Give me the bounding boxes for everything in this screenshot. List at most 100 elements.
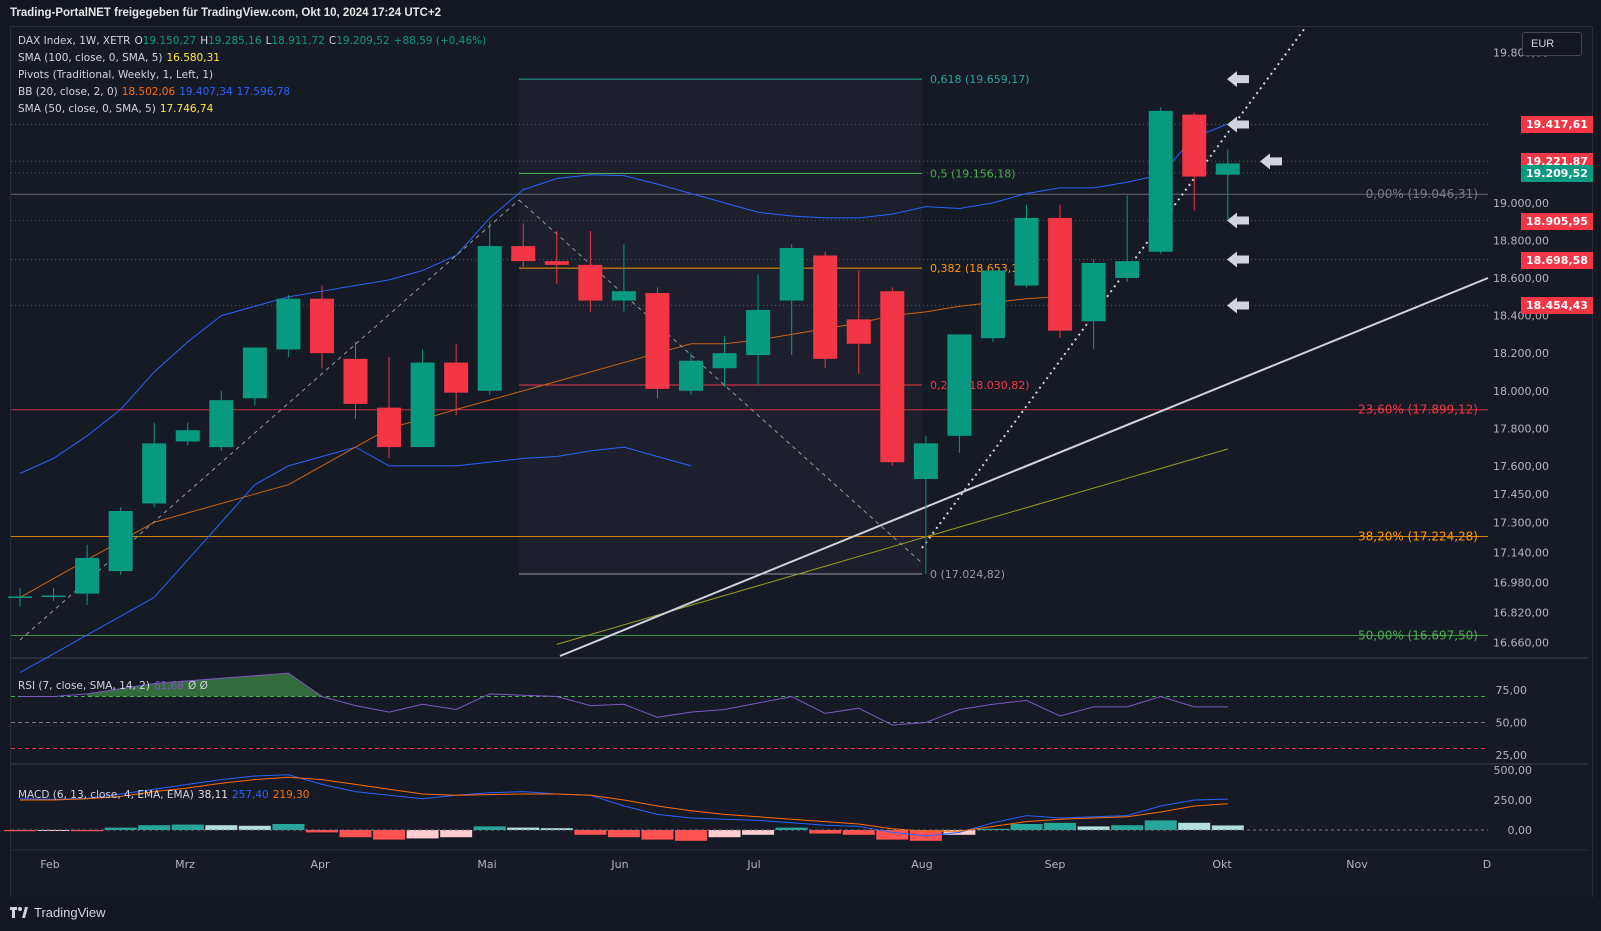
candle-body bbox=[142, 443, 167, 504]
candle-body bbox=[913, 443, 938, 480]
arrow-left-icon bbox=[1227, 251, 1249, 268]
macd-histogram-bar bbox=[339, 830, 372, 838]
time-axis-tick: D bbox=[1483, 858, 1491, 871]
legend-c-label: C bbox=[328, 35, 337, 47]
fib-long-label: 23,60% (17.899,12) bbox=[1358, 403, 1478, 417]
candle-body bbox=[41, 595, 66, 598]
price-tag: 18.905,95 bbox=[1521, 212, 1593, 230]
candle-body bbox=[511, 246, 536, 262]
price-tag: 18.698,58 bbox=[1521, 251, 1593, 269]
time-axis-tick: Feb bbox=[40, 858, 59, 871]
fib-long-label: 38,20% (17.224,28) bbox=[1358, 529, 1478, 543]
macd-histogram-bar bbox=[1178, 822, 1211, 830]
candle-body bbox=[779, 247, 804, 301]
time-axis-tick: Jun bbox=[610, 858, 628, 871]
time-axis-tick: Sep bbox=[1045, 858, 1066, 871]
zigzag-line-1 bbox=[19, 199, 520, 641]
legend-sma100-name: SMA (100, close, 0, SMA, 5) bbox=[18, 52, 163, 64]
legend-sma100[interactable]: SMA (100, close, 0, SMA, 5) 16.580,31 bbox=[18, 52, 224, 64]
bb-upper-band bbox=[19, 123, 1228, 474]
time-axis-tick: Mai bbox=[477, 858, 496, 871]
candle-body bbox=[477, 246, 502, 391]
macd-histogram-bar bbox=[171, 824, 204, 830]
price-axis-tick: 17.800,00 bbox=[1493, 422, 1549, 435]
macd-histogram-bar bbox=[540, 828, 573, 830]
legend-bb[interactable]: BB (20, close, 2, 0) 18.502,06 19.407,34 17… bbox=[18, 86, 294, 98]
candle-body bbox=[544, 261, 569, 265]
macd-histogram-bar bbox=[842, 830, 875, 835]
fib-level-label: 0,618 (19.659,17) bbox=[930, 73, 1030, 86]
footer-bar: TradingView bbox=[0, 897, 1601, 931]
legend-sma50-name: SMA (50, close, 0, SMA, 5) bbox=[18, 103, 156, 115]
legend-change: +88,59 (+0,46%) bbox=[393, 35, 487, 47]
legend-bb-name: BB (20, close, 2, 0) bbox=[18, 86, 118, 98]
rsi-axis-tick: 50,00 bbox=[1496, 717, 1528, 730]
legend-sma50-value: 17.746,74 bbox=[159, 103, 214, 115]
macd-histogram-bar bbox=[205, 825, 238, 830]
arrow-left-icon bbox=[1227, 71, 1249, 88]
macd-histogram-bar bbox=[574, 830, 607, 835]
macd-histogram-bar bbox=[641, 830, 674, 840]
legend-macd[interactable]: MACD (6, 13, close, 4, EMA, EMA) 38,11 257… bbox=[18, 789, 313, 801]
legend-rsi[interactable]: RSI (7, close, SMA, 14, 2) 61,68 Ø Ø bbox=[18, 680, 212, 692]
zigzag-line-2 bbox=[518, 199, 923, 564]
legend-sma50[interactable]: SMA (50, close, 0, SMA, 5) 17.746,74 bbox=[18, 103, 217, 115]
macd-axis-tick: 0,00 bbox=[1508, 824, 1533, 837]
candle-body bbox=[679, 360, 703, 391]
legend-main[interactable]: DAX Index, 1W, XETR O19.150,27 H19.285,16 L… bbox=[18, 35, 490, 47]
tradingview-logo-icon bbox=[10, 906, 28, 918]
chart-area[interactable] bbox=[10, 26, 1593, 898]
legend-bb-lower: 17.596,78 bbox=[236, 86, 291, 98]
tradingview-brand[interactable]: TradingView bbox=[10, 905, 106, 920]
candle-body bbox=[611, 291, 636, 301]
candle-body bbox=[813, 255, 838, 359]
candle-body bbox=[1215, 163, 1240, 175]
macd-histogram-bar bbox=[1111, 825, 1144, 830]
legend-pivots[interactable]: Pivots (Traditional, Weekly, 1, Left, 1) bbox=[18, 69, 217, 81]
candle-body bbox=[846, 319, 871, 344]
legend-bb-basis: 18.502,06 bbox=[121, 86, 176, 98]
price-axis-tick: 18.800,00 bbox=[1493, 234, 1549, 247]
candle-body bbox=[746, 309, 771, 356]
candle-body bbox=[343, 358, 368, 404]
candle-body bbox=[947, 334, 972, 436]
candle-body bbox=[578, 264, 603, 301]
price-axis-tick: 19.000,00 bbox=[1493, 197, 1549, 210]
legend-macd-line: 257,40 bbox=[231, 789, 269, 801]
rsi-axis-tick: 75,00 bbox=[1496, 684, 1528, 697]
fib-level-label: 0,382 (18.653,1 bbox=[930, 262, 1018, 275]
legend-rsi-value: 61,68 bbox=[153, 680, 185, 692]
legend-high: 19.285,16 bbox=[208, 35, 262, 47]
macd-histogram-bar bbox=[406, 830, 439, 839]
rsi-line bbox=[20, 672, 1228, 726]
legend-macd-hist: 38,11 bbox=[197, 789, 228, 801]
fib-level-label: 0 (17.024,82) bbox=[930, 568, 1005, 581]
macd-histogram-bar bbox=[1077, 826, 1110, 830]
rsi-overbought-fill bbox=[87, 673, 322, 697]
macd-histogram-bar bbox=[1211, 825, 1244, 830]
macd-histogram-bar bbox=[976, 828, 1009, 830]
candle-body bbox=[276, 298, 301, 350]
candle-body bbox=[1014, 217, 1039, 286]
fib-level-label: 0,5 (19.156,18) bbox=[930, 168, 1016, 181]
time-axis-tick: Nov bbox=[1346, 858, 1368, 871]
macd-histogram-bar bbox=[305, 830, 338, 833]
legend-close: 19.209,52 bbox=[336, 35, 390, 47]
macd-axis-tick: 500,00 bbox=[1494, 764, 1533, 777]
price-axis-tick: 17.140,00 bbox=[1493, 546, 1549, 559]
legend-rsi-extra: Ø Ø bbox=[188, 680, 208, 692]
legend-l-label: L bbox=[265, 35, 272, 47]
candle-body bbox=[1048, 217, 1073, 331]
candle-body bbox=[209, 400, 234, 448]
macd-histogram-bar bbox=[507, 827, 540, 830]
macd-line bbox=[19, 774, 1228, 837]
time-axis-tick: Okt bbox=[1212, 858, 1232, 871]
price-axis-tick: 18.600,00 bbox=[1493, 272, 1549, 285]
macd-histogram-bar bbox=[473, 826, 506, 830]
macd-histogram-bar bbox=[272, 824, 305, 830]
fib-long-label: 0,00% (19.046,31) bbox=[1366, 187, 1478, 201]
currency-selector[interactable]: EUR bbox=[1522, 32, 1582, 56]
arrow-left-icon bbox=[1260, 153, 1282, 170]
price-tag: 19.209,52 bbox=[1521, 164, 1593, 182]
